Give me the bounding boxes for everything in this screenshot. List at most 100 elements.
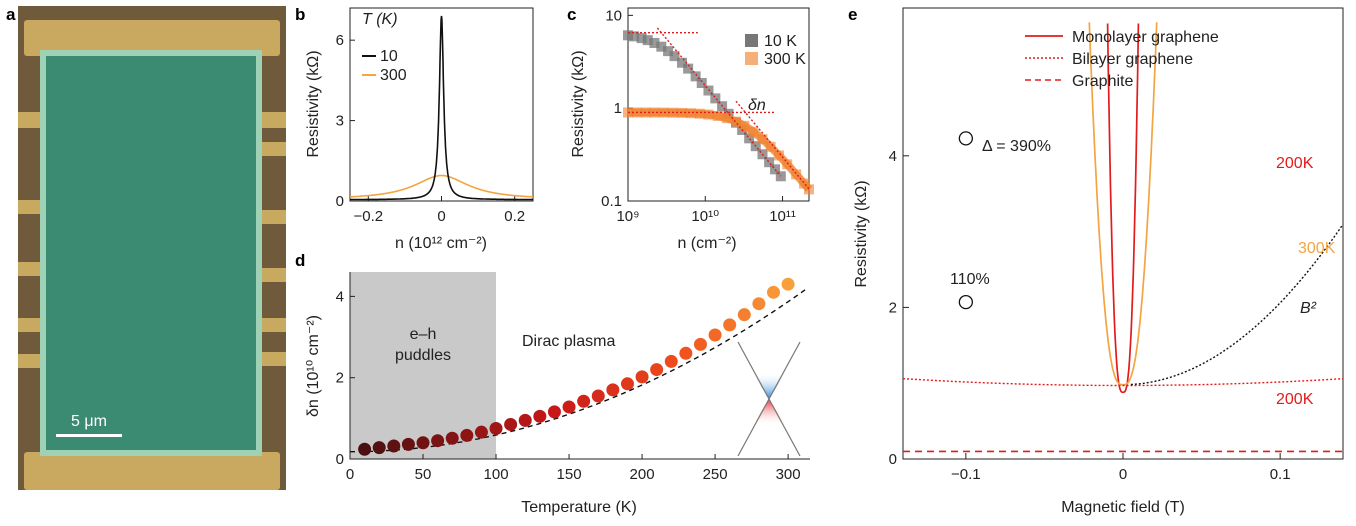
data-point-300K <box>757 134 768 145</box>
contact-pad <box>256 318 286 332</box>
x-tick-label: 0.2 <box>504 208 525 225</box>
delta-n-label: δn <box>748 97 766 114</box>
data-point <box>401 437 415 451</box>
data-point-10K <box>649 37 660 48</box>
plot-frame-b <box>349 7 534 202</box>
graphene-channel <box>46 56 256 450</box>
data-point <box>460 428 474 442</box>
xlabel-b: n (10¹² cm⁻²) <box>395 235 487 252</box>
series-line-4 <box>1130 223 1344 386</box>
x-tick-label: 0.1 <box>1270 466 1291 483</box>
y-tick-label: 2 <box>889 299 897 316</box>
annotation-B2: B² <box>1300 300 1317 317</box>
series-line-0 <box>1106 23 1140 394</box>
data-point-300K <box>685 108 696 119</box>
data-point-10K <box>669 51 680 62</box>
legend-entry-monolayer: Monolayer graphene <box>1072 29 1219 46</box>
circle-marker <box>958 294 974 310</box>
dirac-plasma-label: Dirac plasma <box>522 333 615 350</box>
data-point-10K <box>623 30 633 41</box>
scale-bar <box>56 434 122 437</box>
top-contact <box>24 20 280 56</box>
data-point <box>650 363 664 377</box>
data-point <box>606 383 620 397</box>
series-e <box>902 22 1344 453</box>
contact-pad <box>256 352 286 366</box>
eh-label-line1: e–h <box>410 326 437 343</box>
data-point-10K <box>629 31 640 42</box>
data-point <box>781 277 795 291</box>
data-point <box>766 285 780 299</box>
xlabel-e: Magnetic field (T) <box>1061 499 1185 516</box>
x-tick-label: 0 <box>346 466 354 483</box>
legend-title-b: T (K) <box>362 11 398 28</box>
xlabel-c: n (cm⁻²) <box>677 235 736 252</box>
legend-entry-bilayer: Bilayer graphene <box>1072 51 1193 68</box>
ticks-d: 0 50 100 150 200 250 300 0 2 4 <box>336 288 801 483</box>
ylabel-c: Resistivity (kΩ) <box>570 50 587 157</box>
y-tick-label: 3 <box>336 113 344 130</box>
data-point-300K <box>731 116 742 127</box>
data-point-10K <box>710 93 721 104</box>
panel-c: c 10⁹ 10¹⁰ 10¹¹ 0.1 1 10 δn 10 K 300 K n (cm⁻… <box>567 5 814 252</box>
ticks-e: −0.1 0 0.1 0 2 4 <box>889 148 1291 483</box>
y-tick-label: 10 <box>605 7 622 24</box>
ylabel-e: Resistivity (kΩ) <box>853 180 870 287</box>
y-tick-label: 2 <box>336 370 344 387</box>
data-point-300K <box>658 107 669 118</box>
data-point-300K <box>774 150 785 161</box>
data-point <box>562 400 576 414</box>
plot-frame-c <box>627 7 810 202</box>
annotation-110: 110% <box>950 271 990 288</box>
ticks-c: 10⁹ 10¹⁰ 10¹¹ 0.1 1 10 <box>601 7 796 225</box>
ylabel-d: δn (10¹⁰ cm⁻²) <box>305 315 322 417</box>
data-point <box>474 425 488 439</box>
y-tick-label: 1 <box>614 100 622 117</box>
legend-entry-10K: 10 K <box>764 33 797 50</box>
x-tick-label: 0 <box>437 208 445 225</box>
scale-bar-label: 5 μm <box>71 413 107 430</box>
data-point-10K <box>656 41 667 52</box>
x-tick-label: 10⁹ <box>616 208 639 225</box>
data-point-300K <box>739 120 750 131</box>
legend-entry-300: 300 <box>380 67 407 84</box>
data-point <box>416 436 430 450</box>
data-point-300K <box>694 108 705 119</box>
x-tick-label: 200 <box>630 466 655 483</box>
data-point-10K <box>677 57 688 68</box>
data-point <box>577 394 591 408</box>
eh-label-line2: puddles <box>395 347 451 364</box>
data-point-10K <box>683 63 694 74</box>
annotation-300K: 300K <box>1298 240 1336 257</box>
panel-label-a: a <box>6 5 16 24</box>
x-tick-label: 250 <box>703 466 728 483</box>
series-d <box>358 277 795 456</box>
contact-pad <box>256 112 286 128</box>
markers-e <box>958 131 974 310</box>
data-point <box>708 328 722 342</box>
y-tick-label: 0.1 <box>601 193 622 210</box>
y-tick-label: 4 <box>889 148 897 165</box>
y-tick-label: 4 <box>336 288 344 305</box>
panel-a: a 5 μm <box>6 5 286 490</box>
ticks-b: −0.2 0 0.2 0 3 6 <box>336 32 525 225</box>
data-point <box>372 441 386 455</box>
annotation-delta-390: Δ = 390% <box>982 138 1051 155</box>
panel-label-b: b <box>295 5 305 24</box>
data-point-10K <box>690 71 701 82</box>
data-point-300K <box>765 141 776 152</box>
ylabel-b: Resistivity (kΩ) <box>305 50 322 157</box>
y-tick-label: 6 <box>336 32 344 49</box>
x-tick-label: 10¹¹ <box>769 208 796 225</box>
x-tick-label: 50 <box>415 466 432 483</box>
panel-d: d 0 50 100 150 200 250 300 0 2 4 e–h puddles <box>295 251 810 516</box>
x-tick-label: 0 <box>1119 466 1127 483</box>
data-point <box>737 308 751 322</box>
data-point <box>445 431 459 445</box>
data-point-10K <box>744 133 755 144</box>
series-b <box>350 15 533 201</box>
y-tick-label: 0 <box>336 451 344 468</box>
data-point <box>518 413 532 427</box>
panel-label-e: e <box>848 5 857 24</box>
